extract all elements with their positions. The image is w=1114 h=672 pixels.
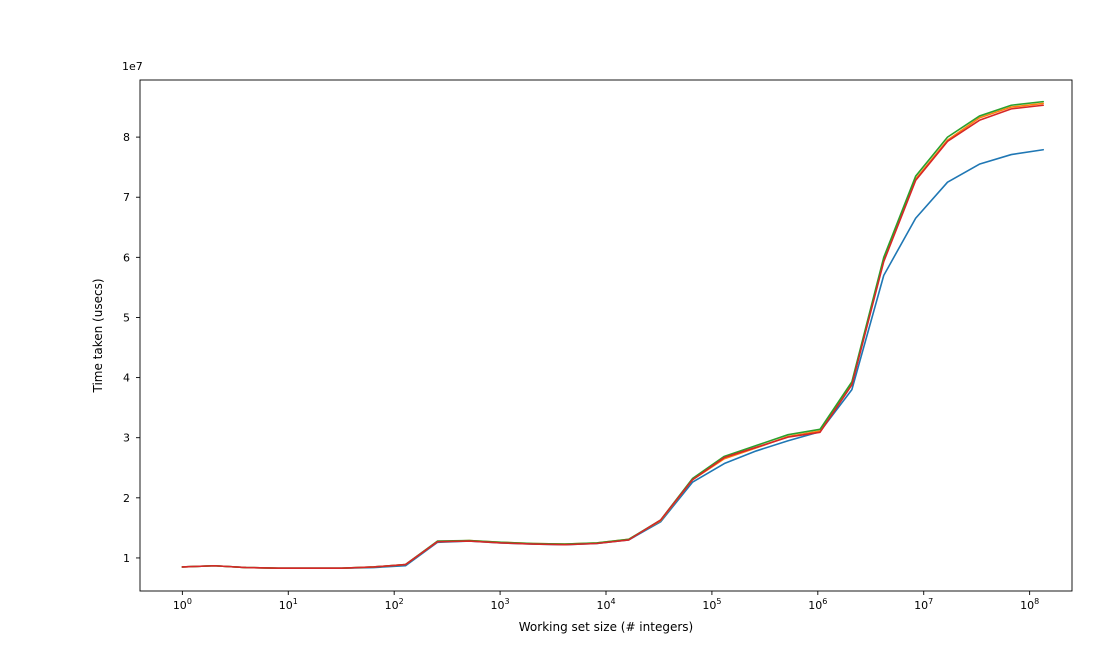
y-axis-label: Time taken (usecs) — [91, 278, 105, 393]
x-tick-label: 104 — [596, 597, 615, 612]
x-tick-label: 105 — [702, 597, 721, 612]
y-tick-label: 8 — [123, 131, 130, 144]
x-tick-label: 107 — [914, 597, 933, 612]
y-tick-label: 7 — [123, 191, 130, 204]
x-tick-label: 108 — [1020, 597, 1039, 612]
series-0-line — [182, 150, 1043, 568]
x-axis-tick-labels: 100 101 102 103 104 105 106 107 108 — [173, 597, 1039, 612]
x-tick-label: 102 — [385, 597, 404, 612]
figure: 100 101 102 103 104 105 106 107 108 1 2 3 4 5 6 7 8 Wor… — [0, 0, 1114, 672]
x-tick-label: 103 — [491, 597, 510, 612]
y-axis-tick-labels: 1 2 3 4 5 6 7 8 — [123, 131, 130, 565]
y-tick-label: 4 — [123, 372, 130, 385]
y-tick-label: 2 — [123, 492, 130, 505]
y-tick-label: 3 — [123, 432, 130, 445]
chart-svg: 100 101 102 103 104 105 106 107 108 1 2 3 4 5 6 7 8 Wor… — [0, 0, 1114, 672]
y-tick-label: 5 — [123, 311, 130, 324]
x-tick-label: 106 — [808, 597, 827, 612]
x-tick-label: 100 — [173, 597, 192, 612]
y-tick-label: 6 — [123, 251, 130, 264]
series-2-line — [182, 102, 1043, 569]
y-tick-label: 1 — [123, 552, 130, 565]
y-axis-ticks — [136, 137, 140, 558]
y-axis-offset-text: 1e7 — [122, 60, 143, 73]
x-axis-ticks — [182, 591, 1029, 595]
x-tick-label: 101 — [279, 597, 298, 612]
series-lines — [182, 102, 1043, 569]
series-1-line — [182, 103, 1043, 568]
series-3-line — [182, 105, 1043, 568]
x-axis-label: Working set size (# integers) — [519, 620, 693, 634]
